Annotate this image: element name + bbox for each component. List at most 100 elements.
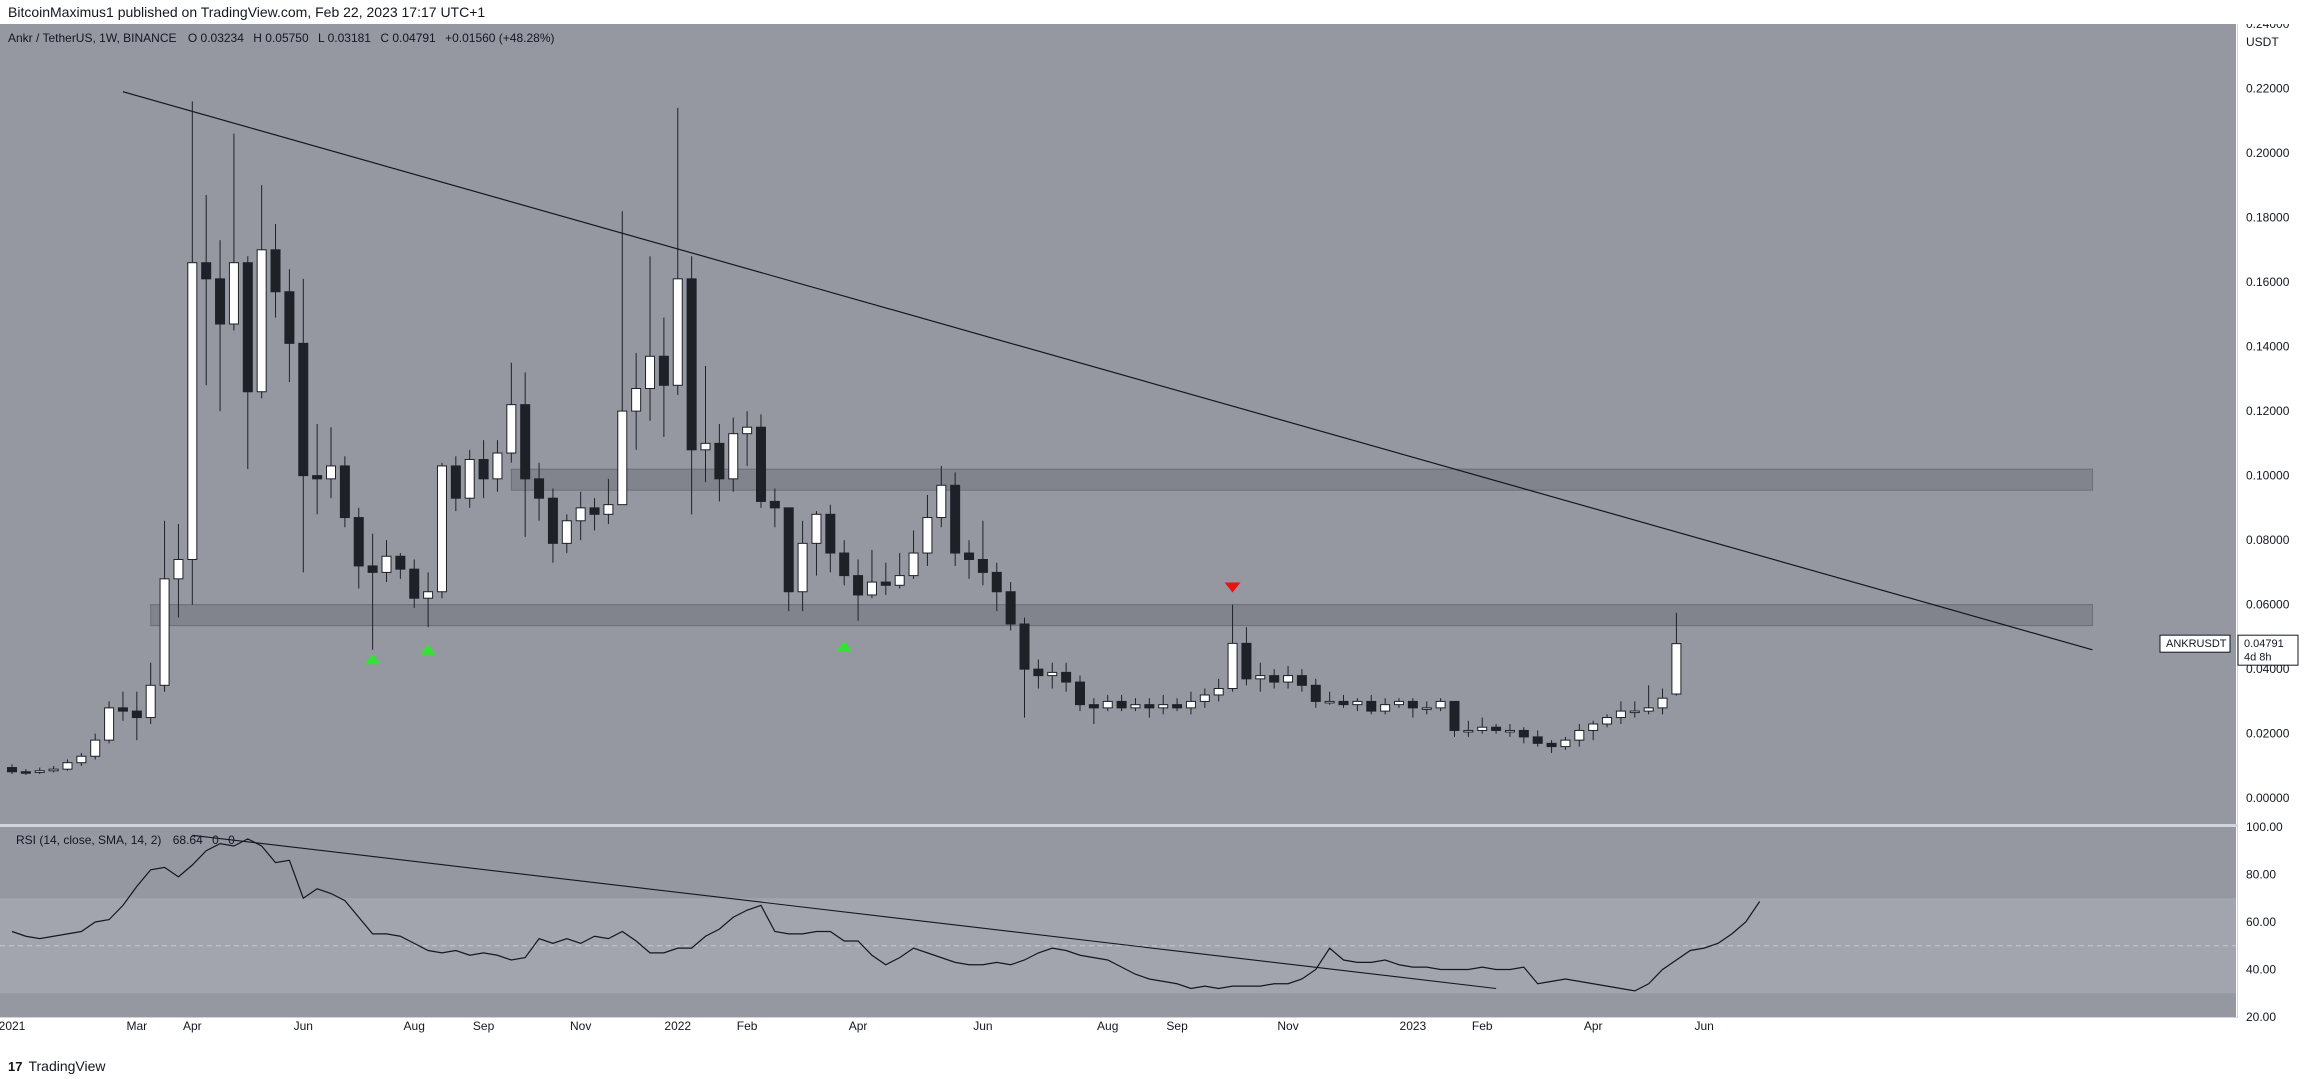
candle-body-down — [825, 513, 836, 554]
candle — [1296, 669, 1307, 692]
candle — [1657, 688, 1668, 715]
price-tick-label: 0.22000 — [2246, 82, 2290, 96]
rsi-legend[interactable]: RSI (14, close, SMA, 14, 2) 68.64 0 0 — [16, 833, 235, 847]
candle-body-down — [1532, 736, 1543, 744]
candle — [950, 472, 961, 566]
up-arrow-icon — [836, 641, 853, 652]
candle — [825, 504, 836, 573]
price-chart[interactable]: 0.24000 0.22000 0.20000 0.18000 0.16000 0.140… — [0, 17, 2314, 1061]
price-tick-label: 0.02000 — [2246, 727, 2290, 741]
candle-body-down — [589, 507, 600, 515]
candle-body-down — [520, 404, 531, 480]
candle — [686, 256, 697, 515]
candle — [755, 414, 766, 508]
candle-body-down — [755, 426, 766, 502]
candle — [520, 372, 531, 537]
candle — [1518, 727, 1529, 744]
badge-ticker: ANKRUSDT — [2166, 638, 2227, 650]
candle — [270, 224, 281, 318]
candle — [645, 256, 656, 421]
candle — [131, 691, 142, 741]
candle-body-up — [1283, 675, 1294, 683]
zones-layer — [150, 468, 2094, 627]
candle-body-up — [922, 517, 933, 554]
candle — [256, 185, 267, 399]
candle-body-up — [894, 575, 905, 586]
candle-body-up — [381, 555, 392, 573]
symbol-legend[interactable]: Ankr / TetherUS, 1W, BINANCE O 0.03234 H… — [8, 31, 555, 45]
svg-text:RSI (14, close, SMA, 14, 2): RSI (14, close, SMA, 14, 2) 68.64 0 0 — [16, 833, 235, 847]
time-tick-label: Aug — [1097, 1019, 1118, 1033]
candle-body-down — [1407, 700, 1418, 709]
candle-body-up — [645, 355, 656, 390]
time-tick-label: Sep — [1166, 1019, 1188, 1033]
candle-body-down — [950, 484, 961, 554]
candle-body-down — [353, 517, 364, 567]
candle — [1144, 698, 1155, 718]
svg-text:Ankr / TetherUS, 1W, BINANCE: Ankr / TetherUS, 1W, BINANCE O 0.03234 H… — [8, 31, 555, 45]
candle — [1074, 675, 1085, 712]
candle-body-up — [742, 426, 753, 435]
candle — [853, 559, 864, 621]
candle — [1449, 700, 1460, 737]
candle — [1005, 582, 1016, 631]
candle-body-up — [1199, 694, 1210, 702]
candle — [1602, 714, 1613, 728]
candle-body-up — [228, 262, 239, 325]
candle — [228, 133, 239, 331]
candle-body-up — [76, 755, 87, 764]
candle-body-down — [658, 355, 669, 386]
candle — [367, 533, 378, 650]
chart-container[interactable]: 0.24000 0.22000 0.20000 0.18000 0.16000 0.140… — [0, 17, 2314, 1061]
rsi-legend-extra2: 0 — [228, 833, 235, 847]
candle — [76, 753, 87, 766]
price-tick-label: 0.10000 — [2246, 469, 2290, 483]
candle — [1255, 662, 1266, 692]
candle — [7, 764, 17, 774]
candle — [423, 572, 434, 628]
candle — [866, 549, 877, 599]
candle — [173, 524, 184, 618]
candle — [117, 691, 128, 721]
price-trendline[interactable] — [122, 91, 2093, 651]
candle-body-up — [173, 558, 184, 580]
candle — [1033, 659, 1044, 689]
candle-body-up — [575, 507, 586, 522]
candle-body-down — [1088, 704, 1099, 709]
price-axis-labels: 0.24000 0.22000 0.20000 0.18000 0.16000 0.140… — [2246, 17, 2290, 1024]
candle-body-up — [700, 442, 711, 451]
candle — [478, 440, 489, 499]
candle-body-up — [423, 591, 434, 599]
candle-body-down — [1449, 700, 1460, 731]
candle-body-down — [1366, 700, 1377, 712]
footer[interactable]: 17 TradingView — [8, 1056, 106, 1076]
legend-change: +0.01560 (+48.28%) — [445, 31, 554, 45]
candle — [1199, 688, 1210, 708]
price-badge[interactable]: ANKRUSDT 0.04791 4d 8h — [2159, 634, 2299, 666]
candle-body-down — [242, 262, 253, 393]
candle — [894, 553, 905, 589]
candle — [1629, 701, 1640, 718]
candle — [381, 540, 392, 583]
footer-brand: TradingView — [28, 1058, 106, 1074]
candle-body-up — [1394, 700, 1404, 706]
rsi-trendline[interactable] — [192, 834, 1497, 990]
down-arrow-icon — [1224, 582, 1241, 593]
candle-body-down — [131, 710, 142, 719]
candle — [62, 759, 73, 771]
tradingview-logo-icon: 17 — [8, 1058, 23, 1074]
candle-body-up — [1158, 704, 1169, 709]
candle-body-up — [672, 278, 683, 386]
candle — [339, 456, 350, 528]
candle — [742, 411, 753, 466]
candle — [977, 520, 988, 586]
candle — [464, 449, 475, 508]
candle — [395, 553, 406, 579]
legend-o-label: O — [188, 31, 197, 45]
candle — [1615, 701, 1626, 724]
candle — [769, 488, 780, 528]
candle — [1491, 724, 1502, 734]
candle — [298, 278, 309, 573]
candle — [1241, 627, 1252, 686]
candle — [492, 440, 503, 492]
